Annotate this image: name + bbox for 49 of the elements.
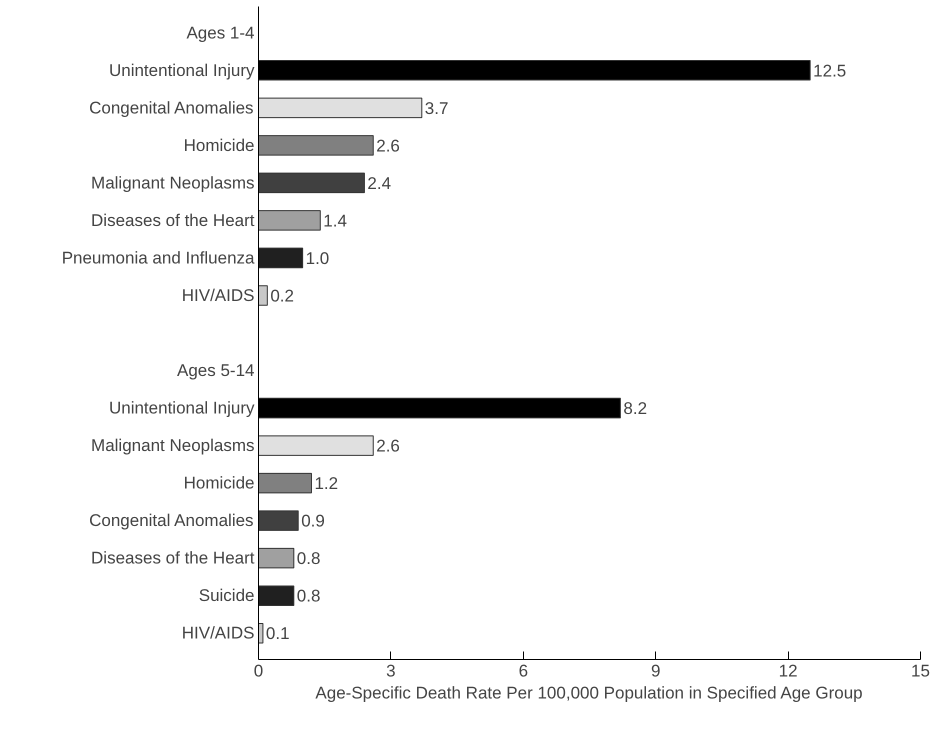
data-label: 1.2 bbox=[314, 474, 338, 494]
data-label: 2.4 bbox=[367, 174, 392, 193]
data-label: 8.2 bbox=[623, 399, 648, 418]
x-tick-label: 0 bbox=[254, 662, 264, 680]
y-tick-label: Malignant Neoplasms bbox=[91, 173, 254, 192]
y-tick-label: Unintentional Injury bbox=[108, 398, 255, 418]
bar bbox=[258, 472, 312, 494]
y-tick-label: HIV/AIDS bbox=[182, 286, 255, 305]
x-axis-title: Age-Specific Death Rate Per 100,000 Population in Specified Age Group bbox=[315, 684, 863, 702]
x-tick-label: 6 bbox=[518, 662, 528, 680]
bar bbox=[258, 135, 374, 156]
data-label: 3.7 bbox=[424, 98, 448, 118]
x-tick-label: 12 bbox=[778, 662, 798, 680]
bar bbox=[258, 210, 321, 231]
y-tick-label: Diseases of the Heart bbox=[91, 210, 255, 230]
y-tick-label: Suicide bbox=[198, 586, 255, 606]
y-tick-label: Congenital Anomalies bbox=[89, 511, 254, 530]
y-tick-label: HIV/AIDS bbox=[182, 624, 255, 643]
bar bbox=[258, 435, 374, 456]
y-tick-label: Malignant Neoplasms bbox=[91, 436, 254, 456]
y-tick-label: Diseases of the Heart bbox=[91, 548, 255, 568]
y-tick-label: Unintentional Injury bbox=[108, 60, 255, 80]
data-label: 1.0 bbox=[306, 248, 330, 268]
y-tick-label: Homicide bbox=[184, 474, 255, 493]
data-label: 0.8 bbox=[296, 549, 320, 568]
bar bbox=[258, 248, 304, 268]
bar bbox=[258, 622, 264, 644]
bar bbox=[258, 585, 294, 606]
y-tick-label: Pneumonia and Influenza bbox=[62, 248, 256, 268]
data-label: 2.6 bbox=[376, 136, 400, 156]
y-tick-label: Homicide bbox=[184, 136, 255, 155]
y-tick-label: Congenital Anomalies bbox=[89, 98, 254, 118]
y-tick-label: Ages 1-4 bbox=[186, 23, 255, 42]
y-tick-label: Ages 5-14 bbox=[177, 361, 255, 380]
data-label: 1.4 bbox=[323, 211, 347, 230]
data-label: 0.1 bbox=[266, 624, 290, 644]
data-label: 12.5 bbox=[813, 61, 846, 80]
bar bbox=[258, 510, 299, 531]
data-label: 0.9 bbox=[301, 512, 325, 531]
data-label: 0.8 bbox=[296, 586, 320, 606]
bar bbox=[258, 285, 268, 306]
x-tick-label: 3 bbox=[386, 662, 396, 680]
data-label: 2.6 bbox=[376, 436, 400, 456]
data-label: 0.2 bbox=[270, 286, 294, 306]
x-tick-label: 15 bbox=[911, 662, 930, 680]
bar bbox=[258, 98, 422, 118]
bar bbox=[258, 172, 365, 194]
bar bbox=[258, 548, 294, 568]
x-tick-label: 9 bbox=[650, 662, 660, 680]
